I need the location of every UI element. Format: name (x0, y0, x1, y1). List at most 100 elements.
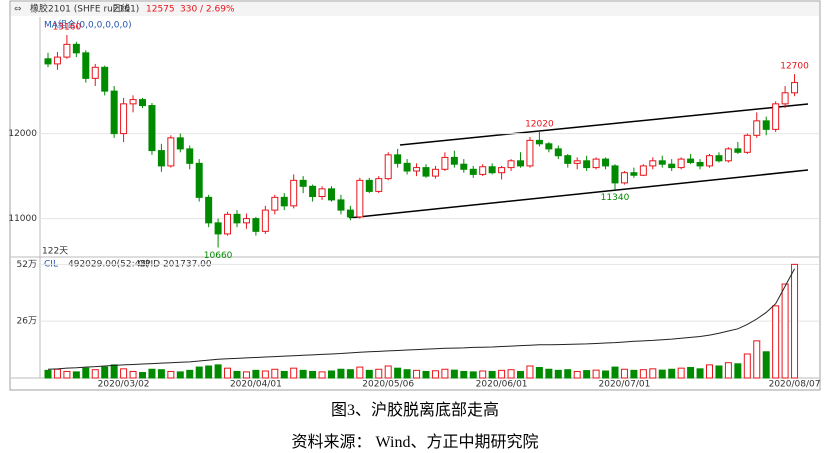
candle-body (91, 66, 99, 79)
volume-bar (53, 368, 61, 379)
volume-bar (224, 367, 232, 379)
change: 330 / 2.69% (180, 5, 235, 15)
volume-bar (261, 370, 269, 379)
volume-bar (460, 370, 468, 379)
trend-line (348, 169, 809, 219)
volume-bar (346, 369, 354, 379)
candle-body (668, 163, 676, 169)
volume-bar (696, 368, 704, 379)
volume-bar (63, 370, 71, 379)
ma-label[interactable]: MA组合(0,0,0,0,0,0) (44, 19, 132, 31)
symbol[interactable]: 橡胶2101 (SHFE ru2101) (30, 3, 139, 15)
candle-body (479, 166, 487, 175)
candle-body (724, 148, 732, 162)
volume-bar (639, 369, 647, 379)
volume-bar (365, 369, 373, 379)
candle-body (72, 43, 80, 54)
period[interactable]: 日线 (112, 3, 130, 15)
trend-line (399, 103, 809, 146)
volume-bar (583, 370, 591, 379)
candle-body (762, 120, 770, 130)
volume-bar (564, 369, 572, 379)
volume-bar (772, 305, 780, 379)
candle-body (205, 196, 213, 224)
candle-body (687, 158, 695, 164)
volume-bar (535, 367, 543, 379)
candle-body (715, 155, 723, 162)
candle-body (734, 148, 742, 153)
candle-body (469, 168, 477, 175)
candle-body (290, 179, 298, 207)
candle-body (252, 218, 260, 232)
volume-bar (706, 364, 713, 379)
candle-body (299, 179, 307, 187)
volume-bar (384, 365, 392, 379)
candle-body (394, 154, 402, 164)
volume-bar (611, 366, 619, 379)
volume-bar (72, 371, 80, 379)
volume-bar (743, 353, 751, 379)
volume-bar (318, 371, 326, 379)
candle-body (498, 167, 506, 174)
volume-bar (724, 362, 732, 379)
volume-bar (488, 370, 496, 379)
candle-body (431, 168, 439, 177)
candle-body (375, 178, 383, 192)
volume-bar (620, 368, 628, 379)
candle-body (753, 120, 761, 136)
volume-bar (677, 367, 685, 379)
volume-bar (441, 368, 449, 379)
toolbar (11, 2, 819, 16)
candle-body (791, 82, 799, 94)
candle-body (781, 92, 789, 105)
volume-bar (715, 365, 723, 379)
candle-body (110, 90, 118, 135)
volume-bar (517, 370, 524, 379)
candle-body (611, 165, 619, 184)
volume-bar (422, 370, 430, 379)
volume-bar (337, 368, 345, 379)
candle-body (658, 160, 666, 165)
candle-body (233, 213, 241, 224)
volume-bar (214, 364, 222, 379)
candle-body (743, 134, 751, 153)
volume-bar (110, 364, 118, 379)
volume-bar (195, 366, 203, 379)
volume-bar (271, 368, 279, 379)
candle-body (346, 209, 354, 218)
volume-bar (450, 369, 458, 379)
candle-body (564, 155, 572, 164)
volume-bar (101, 366, 109, 379)
volume-bar (649, 368, 657, 379)
candle-body (384, 154, 392, 180)
volume-bar (545, 368, 553, 379)
candle-body (583, 160, 591, 169)
candle-body (328, 188, 335, 201)
y-tick-label: 12000 (8, 129, 37, 139)
candle-body (450, 156, 458, 165)
volume-bar (602, 370, 610, 379)
volume-bar (394, 367, 402, 379)
candle-body (44, 58, 52, 65)
extreme-label: 11340 (601, 193, 630, 203)
open-interest-line (47, 268, 795, 370)
candle-body (677, 158, 685, 169)
candle-body (649, 160, 657, 167)
candle-body (517, 160, 524, 167)
volume-bar (91, 369, 99, 379)
caption-title: 图3、沪胶脱离底部走高 (330, 402, 499, 419)
candle-body (337, 199, 345, 211)
volume-bar (290, 367, 298, 379)
volume-bar (186, 369, 194, 379)
candle-body (195, 162, 203, 198)
volume-bar (242, 371, 250, 379)
volume-bar (554, 369, 562, 379)
x-tick-label: 2020/04/01 (230, 380, 282, 390)
volume-bar (403, 369, 411, 379)
volume-bar (82, 367, 90, 379)
volume-bar (658, 369, 666, 379)
extreme-label: 13160 (53, 23, 82, 33)
candle-body (772, 103, 780, 130)
candle-body (242, 218, 250, 224)
price: 12575 (146, 5, 175, 15)
